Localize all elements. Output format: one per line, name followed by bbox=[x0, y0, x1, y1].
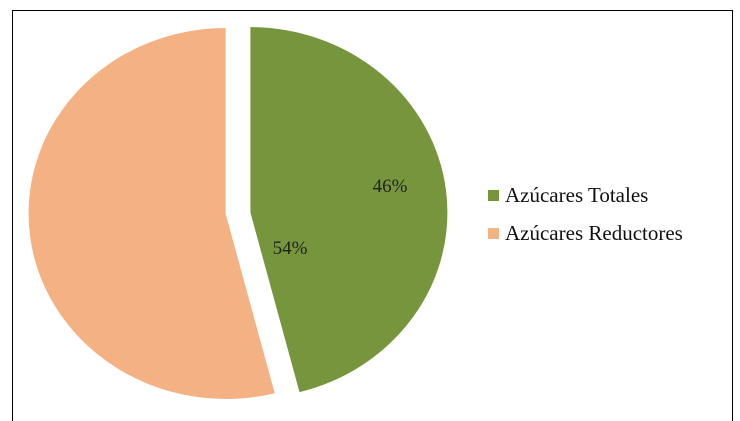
legend-item-azucares-totales: Azúcares Totales bbox=[488, 176, 683, 214]
pie-slice-0 bbox=[249, 26, 449, 394]
data-label-0: 46% bbox=[373, 176, 408, 197]
pie-slice-1 bbox=[27, 26, 276, 400]
legend-label: Azúcares Reductores bbox=[505, 220, 683, 245]
legend-item-azucares-reductores: Azúcares Reductores bbox=[488, 214, 683, 252]
legend-swatch-green bbox=[488, 189, 499, 201]
data-label-1: 54% bbox=[273, 238, 308, 259]
legend-label: Azúcares Totales bbox=[505, 182, 649, 207]
legend: Azúcares Totales Azúcares Reductores bbox=[488, 176, 683, 252]
pie-slices bbox=[27, 26, 449, 400]
pie-data-labels: 46% 54% bbox=[273, 176, 408, 259]
legend-swatch-orange bbox=[488, 227, 499, 239]
